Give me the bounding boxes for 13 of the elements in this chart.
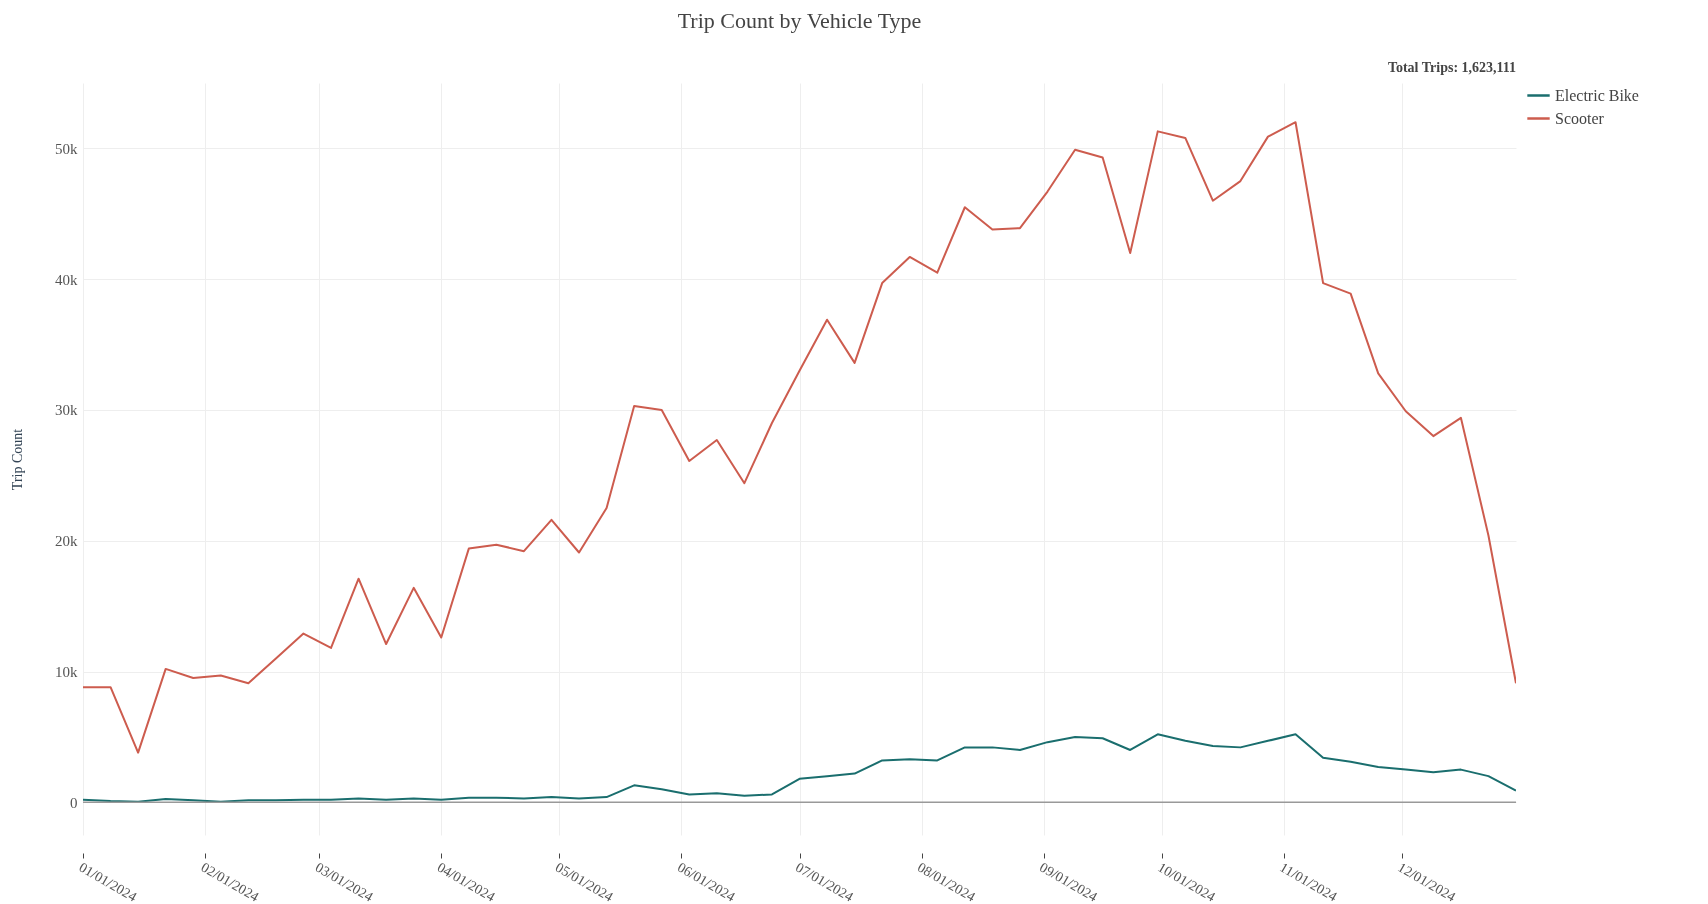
y-tick-label: 10k (55, 664, 78, 681)
y-tick-label: 20k (55, 533, 78, 550)
text: Total Trips: 1,623,111 (1387, 60, 1516, 75)
legend-label: Scooter (1555, 109, 1605, 127)
chart-title: Trip Count by Vehicle Type (677, 8, 922, 33)
y-tick-label: 0 (70, 794, 78, 811)
y-tick-label: 50k (55, 140, 78, 157)
y-tick-label: 30k (55, 402, 78, 419)
y-tick-label: 40k (55, 271, 78, 288)
y-axis-title: Trip Count (10, 428, 25, 491)
line-series (83, 733, 1516, 803)
line-series (83, 121, 1516, 754)
legend-label: Electric Bike (1555, 86, 1639, 104)
